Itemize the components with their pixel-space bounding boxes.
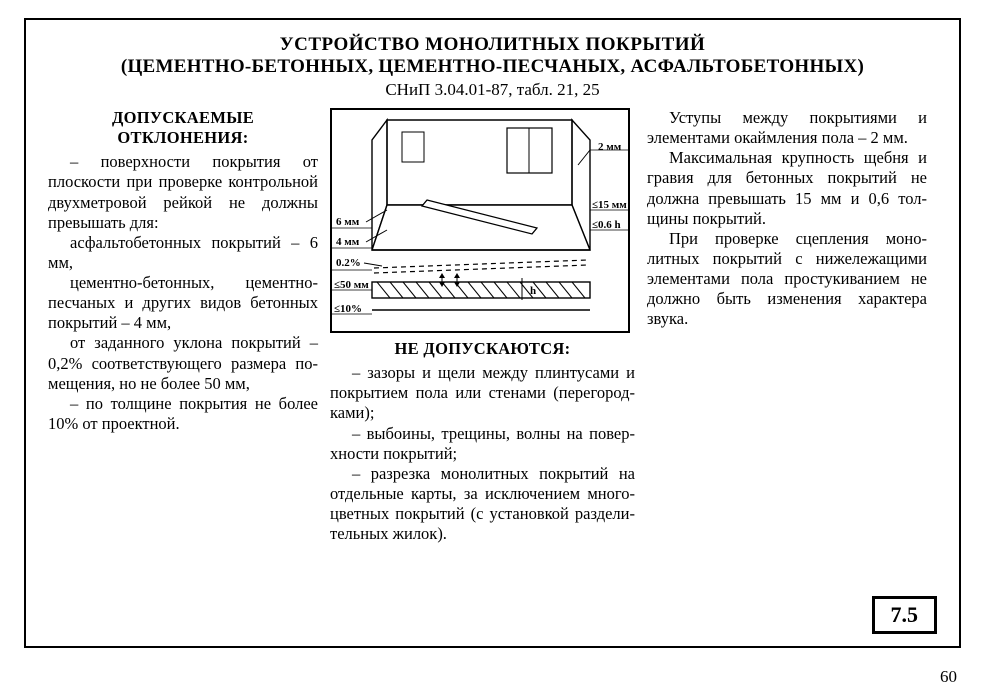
left-p2: асфальтобетонных покрытий – 6 мм, <box>48 233 318 273</box>
column-left: ДОПУСКАЕМЫЕ ОТКЛОНЕНИЯ: – поверхности по… <box>48 108 318 544</box>
left-p4: от заданного уклона покрытий – 0,2% соот… <box>48 333 318 393</box>
right-p1: Уступы между покрытиями и элементами ока… <box>647 108 927 148</box>
column-middle: h 6 мм 4 мм 0.2% ≤50 мм <box>330 108 635 544</box>
label-06h: ≤0.6 h <box>592 219 621 231</box>
diagram-svg: h 6 мм 4 мм 0.2% ≤50 мм <box>332 110 628 331</box>
label-4mm: 4 мм <box>336 236 360 248</box>
left-p3: цементно-бетонных, цементно-песчаных и д… <box>48 273 318 333</box>
diagram: h 6 мм 4 мм 0.2% ≤50 мм <box>330 108 630 333</box>
section-number-box: 7.5 <box>872 596 938 634</box>
title-line1: УСТРОЙСТВО МОНОЛИТНЫХ ПОКРЫТИЙ <box>48 34 937 56</box>
mid-p1: – зазоры и щели между плинтусами и покры… <box>330 363 635 423</box>
label-6mm: 6 мм <box>336 216 360 228</box>
header-block: УСТРОЙСТВО МОНОЛИТНЫХ ПОКРЫТИЙ (ЦЕМЕНТНО… <box>48 34 937 100</box>
mid-p2: – выбоины, трещины, волны на повер­хност… <box>330 424 635 464</box>
left-p5: – по толщине покрытия не более 10% от пр… <box>48 394 318 434</box>
left-p1: – поверхности покрытия от плоскости при … <box>48 152 318 233</box>
right-p2: Максимальная крупность щебня и гравия дл… <box>647 148 927 229</box>
page-number: 60 <box>940 667 957 687</box>
mid-heading: НЕ ДОПУСКАЮТСЯ: <box>330 339 635 359</box>
mid-p3: – разрезка монолитных покрытий на отдель… <box>330 464 635 545</box>
label-10pct: ≤10% <box>334 303 362 315</box>
snip-reference: СНиП 3.04.01-87, табл. 21, 25 <box>48 80 937 100</box>
label-2mm: 2 мм <box>598 141 622 153</box>
label-h: h <box>530 285 536 297</box>
document-frame: УСТРОЙСТВО МОНОЛИТНЫХ ПОКРЫТИЙ (ЦЕМЕНТНО… <box>24 18 961 648</box>
label-02pct: 0.2% <box>336 257 361 269</box>
columns: ДОПУСКАЕМЫЕ ОТКЛОНЕНИЯ: – поверхности по… <box>48 108 937 544</box>
column-right: Уступы между покрытиями и элементами ока… <box>647 108 927 544</box>
label-50mm: ≤50 мм <box>334 279 369 291</box>
label-15mm: ≤15 мм <box>592 199 627 211</box>
right-p3: При проверке сцепления моно­литных покры… <box>647 229 927 330</box>
title-line2: (ЦЕМЕНТНО-БЕТОННЫХ, ЦЕМЕНТНО-ПЕСЧАНЫХ, А… <box>48 56 937 78</box>
left-heading: ДОПУСКАЕМЫЕ ОТКЛОНЕНИЯ: <box>48 108 318 148</box>
